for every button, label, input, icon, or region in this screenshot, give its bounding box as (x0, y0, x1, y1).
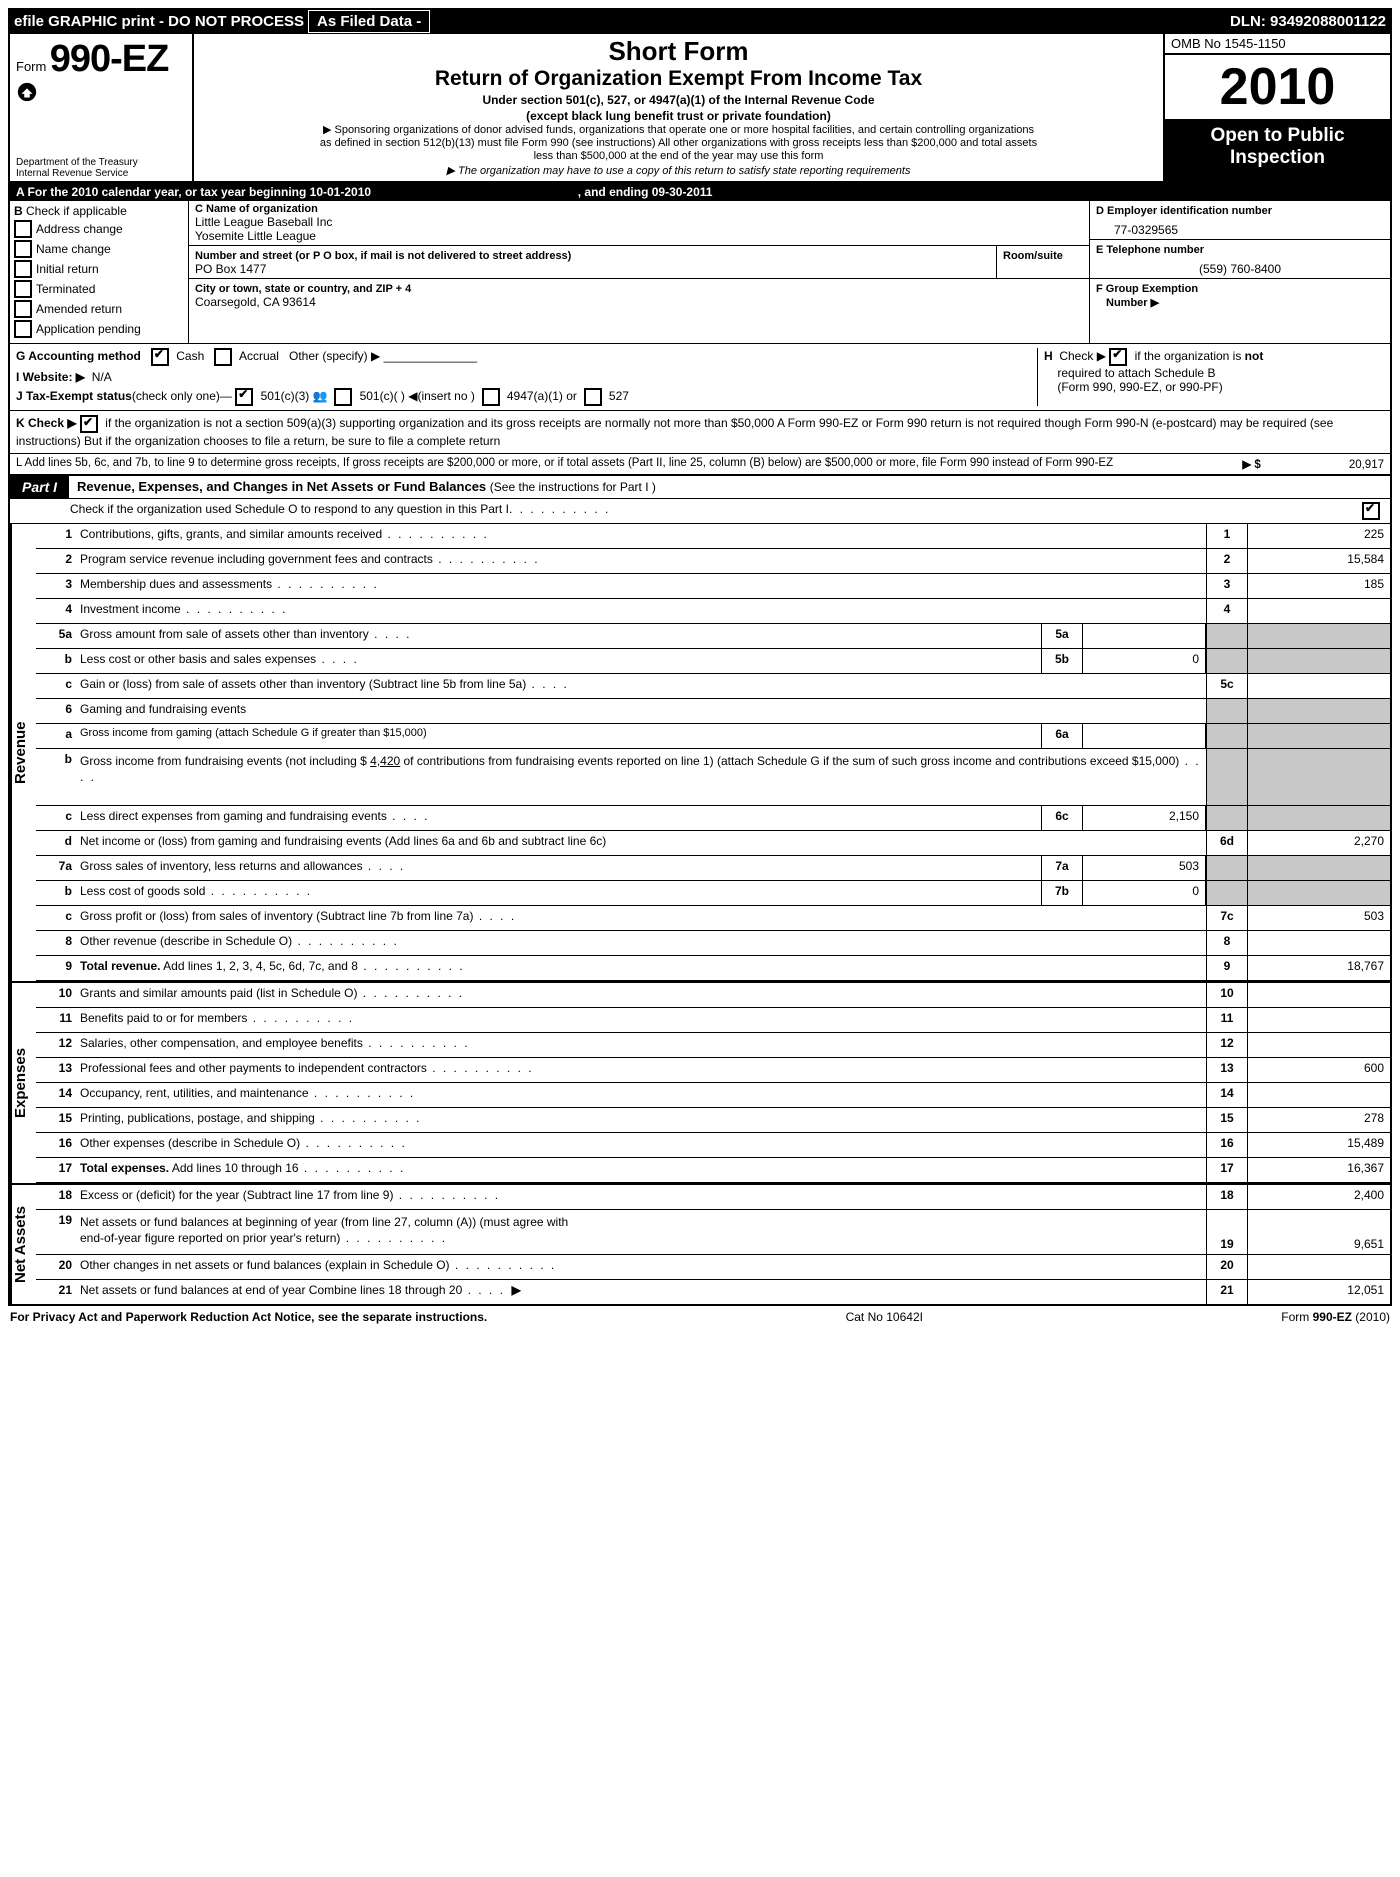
line-16-val: 15,489 (1247, 1133, 1390, 1157)
checkbox-4947[interactable] (482, 388, 500, 406)
checkbox-k[interactable] (80, 415, 98, 433)
line-20-val (1247, 1255, 1390, 1279)
section-b: B Check if applicable Address change Nam… (10, 201, 189, 343)
form-word: Form (16, 59, 46, 74)
line-12-val (1247, 1033, 1390, 1057)
checkbox-address-change[interactable] (14, 220, 32, 238)
return-subtitle: Return of Organization Exempt From Incom… (200, 67, 1157, 91)
revenue-section: Revenue 1Contributions, gifts, grants, a… (10, 524, 1390, 981)
schedule-o-check: Check if the organization used Schedule … (10, 499, 1390, 524)
irs-eagle-icon (16, 81, 38, 95)
header-right: OMB No 1545-1150 2010 Open to Public Ins… (1163, 34, 1390, 181)
part-1-header: Part I Revenue, Expenses, and Changes in… (10, 476, 1390, 499)
dept-irs: Internal Revenue Service (16, 168, 186, 179)
line-5a-val (1083, 624, 1206, 648)
checkbox-501c3[interactable] (235, 388, 253, 406)
line-5c-val (1247, 674, 1390, 698)
form-outer: Form 990-EZ Department of the Treasury I… (8, 34, 1392, 1306)
state-note: ▶ The organization may have to use a cop… (319, 165, 1039, 178)
line-3-val: 185 (1247, 574, 1390, 598)
checkbox-name-change[interactable] (14, 240, 32, 258)
dept-treasury: Department of the Treasury (16, 157, 186, 168)
checkbox-initial-return[interactable] (14, 260, 32, 278)
checkbox-501c[interactable] (334, 388, 352, 406)
tax-year: 2010 (1165, 55, 1390, 121)
checkbox-terminated[interactable] (14, 280, 32, 298)
telephone: (559) 760-8400 (1096, 262, 1384, 276)
checkbox-app-pending[interactable] (14, 320, 32, 338)
line-6b-excl: 4,420 (370, 754, 400, 768)
expenses-section: Expenses 10Grants and similar amounts pa… (10, 981, 1390, 1183)
net-assets-label: Net Assets (10, 1185, 36, 1304)
org-city: Coarsegold, CA 93614 (195, 295, 1083, 309)
checkbox-527[interactable] (584, 388, 602, 406)
omb-number: OMB No 1545-1150 (1165, 34, 1390, 55)
line-13-val: 600 (1247, 1058, 1390, 1082)
short-form-title: Short Form (200, 36, 1157, 67)
line-8-val (1247, 931, 1390, 955)
line-19-val: 9,651 (1247, 1210, 1390, 1254)
asfiled-tab: As Filed Data - (308, 10, 430, 33)
page-footer: For Privacy Act and Paperwork Reduction … (8, 1306, 1392, 1324)
line-6a-val (1083, 724, 1206, 748)
line-10-val (1247, 983, 1390, 1007)
line-5b-val: 0 (1083, 649, 1206, 673)
org-name-2: Yosemite Little League (195, 229, 1083, 243)
form-header: Form 990-EZ Department of the Treasury I… (10, 34, 1390, 183)
privacy-notice: For Privacy Act and Paperwork Reduction … (10, 1310, 487, 1324)
line-2-val: 15,584 (1247, 549, 1390, 573)
line-15-val: 278 (1247, 1108, 1390, 1132)
ein: 77-0329565 (1114, 223, 1384, 237)
section-h: H Check ▶ if the organization is not req… (1037, 348, 1384, 406)
revenue-label: Revenue (10, 524, 36, 981)
line-4-val (1247, 599, 1390, 623)
checkbox-accrual[interactable] (214, 348, 232, 366)
section-gijh: G Accounting method Cash Accrual Other (… (10, 344, 1390, 411)
sponsor-note: ▶ Sponsoring organizations of donor advi… (319, 124, 1039, 164)
except-note: (except black lung benefit trust or priv… (200, 109, 1157, 123)
header-left: Form 990-EZ Department of the Treasury I… (10, 34, 194, 181)
line-6d-val: 2,270 (1247, 831, 1390, 855)
line-7b-val: 0 (1083, 881, 1206, 905)
line-7a-val: 503 (1083, 856, 1206, 880)
dln-label: DLN: 93492088001122 (1230, 13, 1392, 30)
expenses-label: Expenses (10, 983, 36, 1183)
checkbox-amended[interactable] (14, 300, 32, 318)
line-k: K Check ▶ if the organization is not a s… (10, 411, 1390, 454)
l-amount: 20,917 (1264, 459, 1384, 471)
section-bcdef: B Check if applicable Address change Nam… (10, 201, 1390, 344)
line-l: L Add lines 5b, 6c, and 7b, to line 9 to… (10, 454, 1390, 476)
org-address: PO Box 1477 (195, 262, 990, 276)
net-assets-section: Net Assets 18Excess or (deficit) for the… (10, 1183, 1390, 1304)
section-def: D Employer identification number 77-0329… (1089, 201, 1390, 343)
row-a-calendar: A For the 2010 calendar year, or tax yea… (10, 183, 1390, 201)
cat-no: Cat No 10642I (487, 1310, 1281, 1324)
top-bar: efile GRAPHIC print - DO NOT PROCESS As … (8, 8, 1392, 34)
org-name-1: Little League Baseball Inc (195, 215, 1083, 229)
under-section: Under section 501(c), 527, or 4947(a)(1)… (200, 93, 1157, 107)
section-c: C Name of organization Little League Bas… (189, 201, 1089, 343)
efile-label: efile GRAPHIC print - DO NOT PROCESS (8, 13, 304, 30)
org-icon: 👥 (313, 389, 328, 403)
part-1-tab: Part I (10, 476, 69, 498)
line-11-val (1247, 1008, 1390, 1032)
line-6c-val: 2,150 (1083, 806, 1206, 830)
checkbox-h-not-required[interactable] (1109, 348, 1127, 366)
website: N/A (92, 370, 112, 384)
form-number: 990-EZ (50, 38, 169, 80)
line-1-val: 225 (1247, 524, 1390, 548)
line-17-val: 16,367 (1247, 1158, 1390, 1182)
line-7c-val: 503 (1247, 906, 1390, 930)
line-9-val: 18,767 (1247, 956, 1390, 980)
line-18-val: 2,400 (1247, 1185, 1390, 1209)
checkbox-sched-o[interactable] (1362, 502, 1380, 520)
open-to-public: Open to Public Inspection (1165, 121, 1390, 181)
line-21-val: 12,051 (1247, 1280, 1390, 1304)
form-ref: Form 990-EZ (2010) (1281, 1310, 1390, 1324)
line-14-val (1247, 1083, 1390, 1107)
checkbox-cash[interactable] (151, 348, 169, 366)
header-mid: Short Form Return of Organization Exempt… (194, 34, 1163, 181)
